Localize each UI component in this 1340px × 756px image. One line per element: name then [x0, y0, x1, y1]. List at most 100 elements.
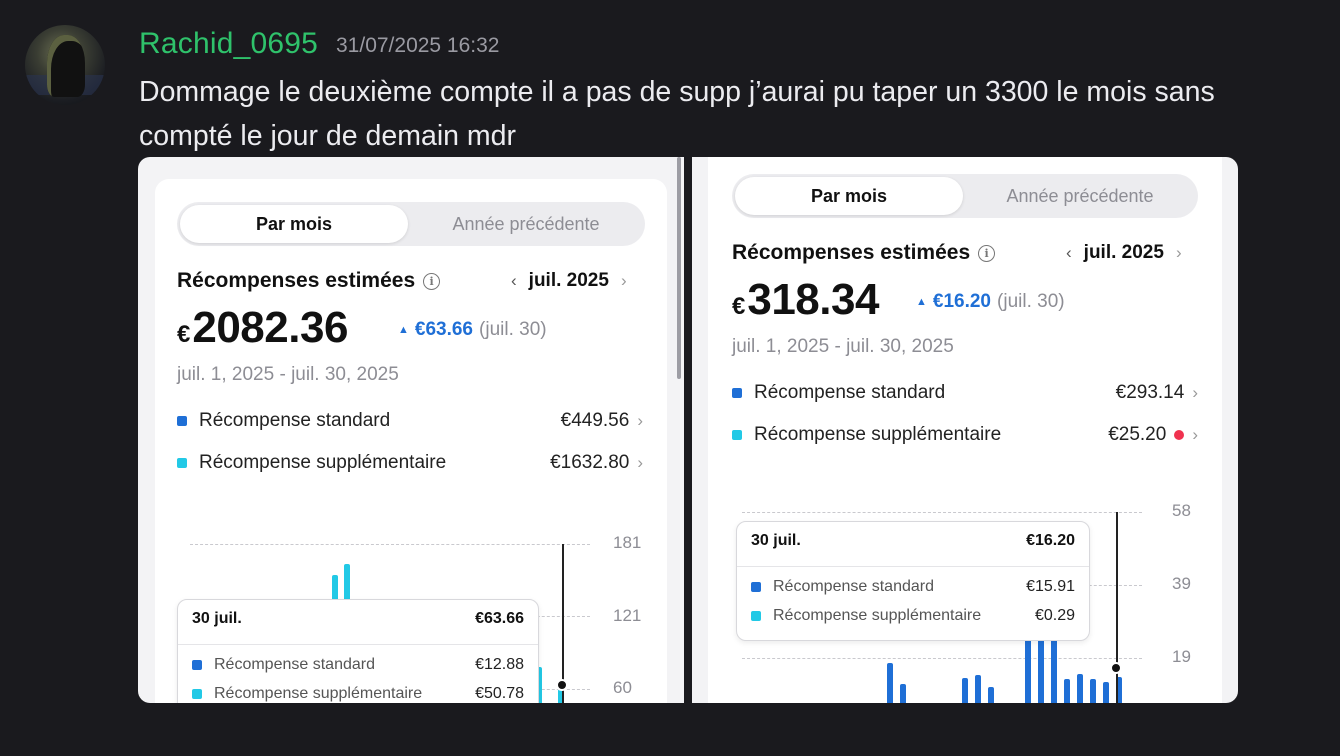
supplementaire-legend-dot [192, 689, 202, 699]
avatar[interactable] [25, 25, 105, 105]
delta-date: (juil. 30) [479, 319, 547, 340]
chart-bar [988, 687, 994, 703]
chart-bar [1051, 637, 1057, 703]
chart-bar [1116, 677, 1122, 703]
chart-bar [1090, 679, 1096, 703]
chart-bar [900, 684, 906, 703]
standard-legend-dot [751, 582, 761, 592]
chart-tooltip: 30 juil. €63.66 Récompense standard €12.… [177, 599, 539, 703]
chart-cursor-dot [556, 679, 568, 691]
chart-bar [1103, 682, 1109, 703]
chart-cursor-dot [1110, 662, 1122, 674]
info-icon[interactable]: i [978, 244, 996, 262]
chart-bar [1077, 674, 1083, 703]
tooltip-row-value: €12.88 [475, 656, 524, 673]
month-selector: ‹ juil. 2025 › [1066, 242, 1182, 264]
tab-par-mois[interactable]: Par mois [180, 205, 408, 243]
row-supplementaire-value[interactable]: €1632.80 › [550, 452, 643, 474]
row-standard-value[interactable]: €449.56 › [561, 410, 643, 432]
currency-symbol: € [177, 321, 191, 348]
tooltip-divider [178, 644, 538, 645]
chevron-right-icon: › [1192, 383, 1198, 402]
delta-date: (juil. 30) [997, 291, 1065, 312]
message-text: Dommage le deuxième compte il a pas de s… [139, 76, 1215, 152]
row-value: €1632.80 [550, 452, 630, 473]
avatar-figure [47, 35, 85, 97]
standard-legend-dot [732, 388, 742, 398]
tooltip-row-supplementaire: Récompense supplémentaire €50.78 [192, 685, 524, 703]
month-label: juil. 2025 [1083, 242, 1164, 263]
up-triangle-icon: ▲ [916, 296, 927, 308]
rewards-title-text: Récompenses estimées [177, 269, 416, 292]
date-range: juil. 1, 2025 - juil. 30, 2025 [177, 364, 399, 385]
tooltip-row-value: €50.78 [475, 685, 524, 702]
tooltip-row-value: €15.91 [1026, 578, 1075, 595]
attachment-image-2[interactable]: Par mois Année précédente Récompenses es… [692, 157, 1238, 703]
tooltip-row-label: Récompense standard [773, 578, 934, 595]
chart-bar [536, 667, 542, 703]
message-timestamp: 31/07/2025 16:32 [336, 34, 500, 57]
supplementaire-legend-dot [732, 430, 742, 440]
currency-symbol: € [732, 293, 746, 320]
tooltip-header: 30 juil. €16.20 [751, 532, 1075, 550]
chart-bar [1025, 637, 1031, 703]
chart-bar [975, 675, 981, 703]
info-icon[interactable]: i [423, 272, 441, 290]
y-axis-label: 39 [1172, 574, 1191, 593]
tooltip-header: 30 juil. €63.66 [192, 610, 524, 628]
month-label: juil. 2025 [528, 270, 609, 291]
row-supplementaire[interactable]: Récompense supplémentaire [732, 424, 1001, 446]
month-selector: ‹ juil. 2025 › [511, 270, 627, 292]
y-axis-label: 181 [613, 533, 642, 552]
row-supplementaire[interactable]: Récompense supplémentaire [177, 452, 446, 474]
chevron-left-icon[interactable]: ‹ [1066, 243, 1072, 262]
row-value: €449.56 [560, 410, 630, 431]
tab-annee-precedente[interactable]: Année précédente [1006, 185, 1154, 206]
alert-dot-icon [1174, 430, 1185, 440]
gridline [190, 544, 590, 545]
tooltip-row-standard: Récompense standard €12.88 [192, 656, 524, 674]
row-standard-value[interactable]: €293.14 › [1116, 382, 1198, 404]
y-axis-label: 60 [613, 678, 632, 697]
chart-bar [344, 564, 350, 614]
chevron-right-icon[interactable]: › [1175, 243, 1182, 262]
y-axis-label: 121 [613, 606, 642, 625]
chevron-right-icon: › [1192, 425, 1198, 444]
rewards-title: Récompenses estimées i [732, 241, 996, 265]
row-standard[interactable]: Récompense standard [177, 410, 390, 432]
daily-delta: ▲ €16.20 (juil. 30) [916, 291, 1065, 313]
date-range: juil. 1, 2025 - juil. 30, 2025 [732, 336, 954, 357]
rewards-card: Par mois Année précédente Récompenses es… [155, 179, 667, 703]
y-axis-label: 19 [1172, 647, 1191, 666]
row-standard[interactable]: Récompense standard [732, 382, 945, 404]
row-supplementaire-value[interactable]: €25.20 › [1108, 424, 1198, 446]
total-amount: € 318.34 [732, 275, 879, 325]
daily-delta: ▲ €63.66 (juil. 30) [398, 319, 547, 341]
chart-bar [887, 663, 893, 703]
period-toggle: Par mois Année précédente [177, 202, 645, 246]
delta-value: €16.20 [932, 291, 992, 312]
supplementaire-legend-dot [751, 611, 761, 621]
chevron-left-icon[interactable]: ‹ [511, 271, 517, 290]
username[interactable]: Rachid_0695 [139, 27, 319, 60]
attachment-image-1[interactable]: Par mois Année précédente Récompenses es… [138, 157, 684, 703]
rewards-card: Par mois Année précédente Récompenses es… [708, 157, 1222, 703]
row-label: Récompense supplémentaire [199, 452, 447, 473]
rewards-title: Récompenses estimées i [177, 269, 441, 293]
chevron-right-icon[interactable]: › [620, 271, 627, 290]
standard-legend-dot [192, 660, 202, 670]
gridline [742, 658, 1142, 659]
tooltip-row-label: Récompense supplémentaire [773, 607, 982, 624]
chart-bar [1064, 679, 1070, 703]
y-axis-label: 58 [1172, 501, 1191, 520]
chart-bar [962, 678, 968, 703]
rewards-title-text: Récompenses estimées [732, 241, 971, 264]
tab-annee-precedente[interactable]: Année précédente [452, 213, 600, 234]
supplementaire-legend-dot [177, 458, 187, 468]
row-label: Récompense supplémentaire [754, 424, 1002, 445]
row-label: Récompense standard [199, 410, 391, 431]
chevron-right-icon: › [637, 453, 643, 472]
tooltip-row-label: Récompense standard [214, 656, 375, 673]
chart-bar [558, 689, 564, 703]
tab-par-mois[interactable]: Par mois [735, 177, 963, 215]
